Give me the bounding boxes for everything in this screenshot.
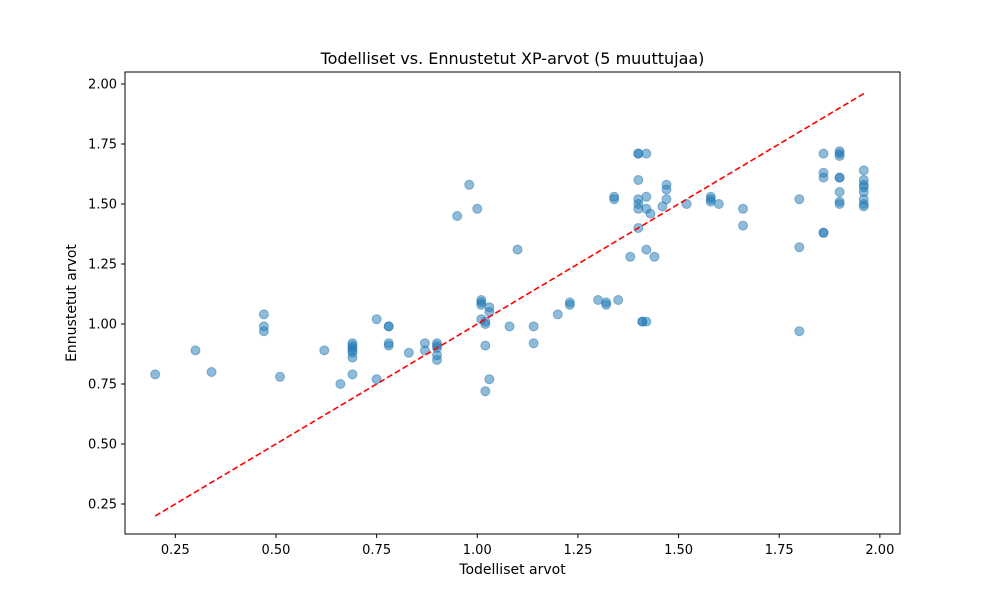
scatter-point [504,321,515,332]
scatter-point [818,172,829,183]
scatter-point [609,194,620,205]
scatter-point [403,347,414,358]
scatter-point [818,148,829,159]
scatter-point [858,165,869,176]
scatter-point [528,321,539,332]
scatter-point [464,179,475,190]
axes-layer: 0.25 0.50 0.75 1.00 1.25 1.50 1.75 2.00 0.25 0.50… [88,71,901,558]
y-tick-label: 1.00 [88,318,117,333]
scatter-point [645,208,656,219]
scatter-point [834,172,845,183]
scatter-point [681,199,692,209]
scatter-point [484,374,495,385]
scatter-point [275,371,285,382]
scatter-point [528,338,539,349]
x-tick-label: 0.75 [362,543,391,558]
scatter-point [633,175,644,185]
x-tick-label: 1.00 [463,543,492,558]
scatter-point [319,345,330,356]
scatter-point [641,148,652,159]
scatter-point [737,203,748,214]
scatter-point [625,251,636,262]
y-tick-label: 0.50 [88,438,117,453]
scatter-point [258,326,269,337]
scatter-point [713,199,724,209]
y-tick-label: 1.75 [88,138,117,153]
scatter-point [383,340,394,351]
y-tick-label: 1.25 [88,258,117,273]
y-tick-label: 0.25 [88,498,117,513]
scatter-point [347,369,358,380]
scatter-point [150,369,161,380]
chart-title: Todelliset vs. Ennustetut XP-arvot (5 mu… [320,49,705,68]
scatter-point [641,316,652,327]
scatter-point [206,367,217,377]
scatter-point [649,251,660,262]
scatter-point [834,199,845,209]
x-tick-label: 1.25 [563,543,592,558]
y-axis-title: Ennustetut arvot [64,244,80,362]
scatter-point [512,244,523,255]
scatter-point [794,326,805,337]
scatter-point [452,211,463,221]
x-tick-label: 0.50 [261,543,290,558]
scatter-point [858,201,869,212]
scatter-point [641,191,652,202]
scatter-point [419,345,430,356]
scatter-point [834,151,845,161]
scatter-point [258,309,269,320]
scatter-point [472,203,483,214]
y-tick-label: 0.75 [88,378,117,393]
scatter-point [480,340,491,351]
x-tick-label: 2.00 [865,543,894,558]
scatter-point [371,314,382,325]
x-tick-label: 0.25 [161,543,190,558]
plot-layer [150,92,869,517]
x-tick-label: 1.50 [664,543,693,558]
scatter-point [641,244,652,255]
plot-frame [124,71,901,535]
y-tick-label: 1.50 [88,198,117,213]
scatter-point [480,386,491,397]
scatter-point [552,309,563,320]
scatter-point [335,379,346,389]
scatter-point [737,220,748,231]
scatter-point [601,299,612,310]
scatter-point [661,194,672,205]
scatter-point [564,299,575,310]
y-tick-label: 2.00 [88,78,117,93]
scatter-point [383,321,394,332]
scatter-point [818,227,829,238]
scatter-point [834,187,845,197]
reference-line [154,92,865,517]
x-tick-label: 1.75 [765,543,794,558]
scatter-point [347,352,358,363]
scatter-point [794,242,805,253]
scatter-point [480,319,491,329]
scatter-point [432,355,443,365]
scatter-point [661,184,672,195]
scatter-point [190,345,201,356]
scatter-point [794,194,805,205]
scatter-point [613,295,624,305]
x-axis-title: Todelliset arvot [458,562,566,578]
